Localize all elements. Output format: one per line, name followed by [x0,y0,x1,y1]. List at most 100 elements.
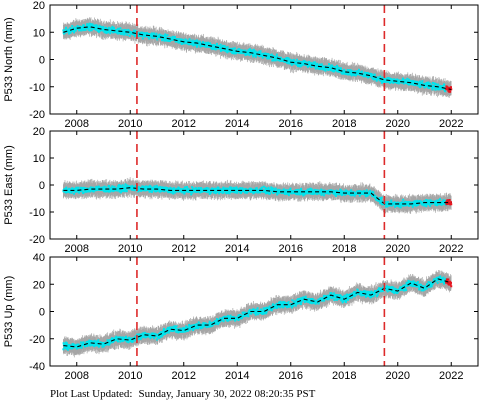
data-point [189,191,192,194]
data-point [421,82,424,85]
data-point [439,84,442,87]
data-point [107,26,110,29]
data-point [300,187,303,190]
data-point [123,29,126,32]
data-point [165,36,168,39]
data-point [360,71,363,74]
data-point [121,184,124,187]
data-point [331,64,334,67]
data-point [171,35,174,38]
data-point [329,66,332,69]
data-point [162,186,165,189]
data-point [120,33,123,36]
data-point [303,59,306,62]
data-point [112,189,115,192]
data-point [324,69,327,72]
data-point [295,58,298,61]
data-point [326,65,329,68]
y-tick-label: 20 [33,0,45,12]
data-point [289,60,292,63]
data-point [226,47,229,50]
x-tick-label: 2012 [172,118,196,130]
data-point [110,186,113,189]
data-point [392,81,395,84]
data-point [84,190,87,193]
data-point [194,190,197,193]
data-point [291,63,294,66]
data-point [163,39,166,42]
data-point [444,90,447,93]
data-point [235,186,238,189]
data-point [337,67,340,70]
data-point [254,53,257,56]
data-point [215,187,218,190]
data-point [440,85,443,88]
data-point [154,186,157,189]
data-point [172,187,175,190]
data-point [199,191,202,194]
data-point [443,84,446,87]
data-point [426,84,429,87]
data-point [268,54,271,57]
data-point [137,186,140,189]
y-tick-label: 10 [33,27,45,39]
data-point [244,49,247,52]
data-point [92,190,95,193]
data-point [253,54,256,57]
data-point [285,58,288,61]
data-point [65,188,68,191]
data-point [147,35,150,38]
data-point [282,188,285,191]
data-point [449,90,452,93]
data-point [76,25,79,28]
data-point [187,188,190,191]
data-point [85,190,88,193]
data-point [222,44,225,47]
data-point [332,66,335,69]
data-point [78,29,81,32]
data-point [184,186,187,189]
data-point [249,52,252,55]
data-point [111,27,114,30]
data-point [148,37,151,40]
data-point [235,49,238,52]
data-point [172,190,175,193]
data-point [286,61,289,64]
data-point [214,44,217,47]
data-point [86,26,89,29]
data-point [373,73,376,76]
data-point [254,55,257,58]
data-point [89,29,92,32]
data-point [331,191,334,194]
data-point [153,186,156,189]
data-point [302,194,305,197]
data-point [165,39,168,42]
y-tick-label: -20 [29,109,45,121]
data-point [193,43,196,46]
data-point [238,51,241,54]
data-point [95,26,98,29]
data-point [118,190,121,193]
data-point [67,28,70,31]
data-point [191,39,194,42]
data-point [134,187,137,190]
x-tick-label: 2010 [118,118,142,130]
data-point [236,191,239,194]
data-point [82,29,85,32]
data-point [184,38,187,41]
data-point [98,29,101,32]
data-point [327,68,330,71]
data-point [350,74,353,77]
data-point [115,30,118,33]
data-point [134,35,137,38]
data-point [347,70,350,73]
data-point [335,67,338,70]
data-point [95,187,98,190]
data-point [125,31,128,34]
data-point [190,193,193,196]
data-point [111,25,114,28]
data-point [137,187,140,190]
data-point [131,184,134,187]
data-point [349,193,352,196]
data-point [95,24,98,27]
